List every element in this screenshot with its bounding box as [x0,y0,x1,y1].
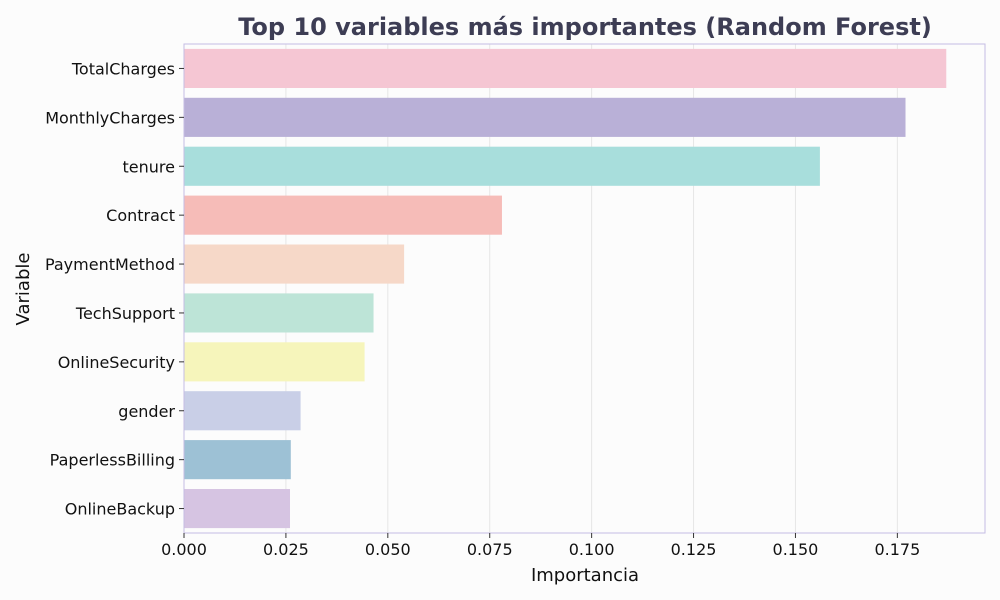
bar-gender [184,391,301,431]
y-axis-label: Variable [13,253,34,326]
x-tick-label: 0.000 [161,540,207,559]
bar-layer [184,48,947,529]
y-tick-label: OnlineSecurity [58,353,175,372]
bar-paymentmethod [184,244,405,284]
x-tick-label: 0.150 [773,540,819,559]
plot-frame [183,43,986,534]
y-tick-label: TotalCharges [71,59,175,78]
x-tick-label: 0.100 [569,540,615,559]
y-tick-label: Contract [106,206,175,225]
x-tick-label: 0.075 [467,540,513,559]
x-tick-label: 0.125 [671,540,717,559]
bar-totalcharges [184,48,947,89]
bar-tenure [184,146,820,186]
y-tick-label: MonthlyCharges [45,108,175,127]
y-tick-label: TechSupport [75,304,175,323]
x-tick-label: 0.175 [874,540,920,559]
bar-techsupport [184,293,374,333]
x-axis-label: Importancia [531,565,639,586]
y-tick-label: gender [118,402,175,421]
bar-onlinesecurity [184,342,365,382]
chart-title: Top 10 variables más importantes (Random… [238,13,932,41]
x-tick-label: 0.050 [365,540,411,559]
bar-paperlessbilling [184,440,291,480]
y-tick-layer: TotalCharges MonthlyCharges tenure Contract… [45,59,184,519]
bar-monthlycharges [184,97,906,137]
y-tick-label: PaymentMethod [45,255,175,274]
y-tick-label: OnlineBackup [65,500,175,519]
y-tick-label: tenure [123,157,175,176]
bar-onlinebackup [184,488,290,529]
x-tick-layer: 0.000 0.025 0.050 0.075 0.100 0.125 0.150 0.175 [161,533,920,559]
bar-contract [184,195,502,235]
x-tick-label: 0.025 [263,540,309,559]
y-tick-label: PaperlessBilling [50,451,175,470]
